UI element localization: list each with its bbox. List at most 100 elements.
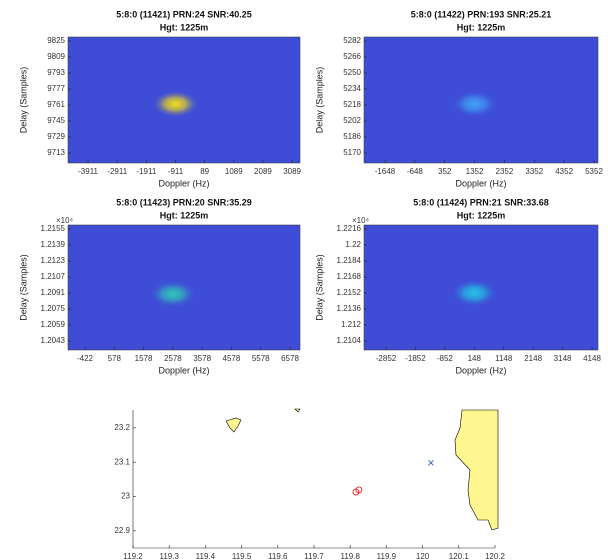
x-tick-label: 4352 <box>555 167 573 176</box>
point <box>428 460 434 466</box>
chart-subtitle: Hgt: 1225m <box>160 22 209 32</box>
y-tick-label: 9729 <box>47 132 65 141</box>
x-tick-label: -2852 <box>376 354 397 363</box>
y-tick-label: 1.2123 <box>41 256 66 265</box>
x-tick-label: 119.7 <box>304 552 324 560</box>
chart-title: 5:8:0 (11423) PRN:20 SNR:35.29 <box>116 197 252 207</box>
x-tick-label: 119.6 <box>268 552 288 560</box>
x-tick-label: 1352 <box>466 167 484 176</box>
x-tick-label: -852 <box>437 354 454 363</box>
y-tick-label: 1.2059 <box>41 320 66 329</box>
x-tick-label: 119.8 <box>340 552 360 560</box>
x-axis-label: Doppler (Hz) <box>455 178 506 188</box>
x-tick-label: 119.3 <box>159 552 179 560</box>
chart-subtitle: Hgt: 1225m <box>457 22 506 32</box>
x-tick-label: 578 <box>108 354 122 363</box>
x-tick-label: -1648 <box>375 167 396 176</box>
y-tick-label: 22.9 <box>114 526 130 535</box>
x-tick-label: 352 <box>438 167 452 176</box>
y-tick-label: 5266 <box>343 52 361 61</box>
x-tick-label: -422 <box>77 354 94 363</box>
chart-title: 5:8:0 (11422) PRN:193 SNR:25.21 <box>411 9 552 19</box>
x-tick-label: 3352 <box>525 167 543 176</box>
y-tick-label: 5218 <box>343 100 361 109</box>
y-tick-label: 1.2091 <box>41 288 66 297</box>
x-tick-label: 120.2 <box>485 552 506 560</box>
point <box>355 486 363 494</box>
x-axis-label: Doppler (Hz) <box>158 365 209 375</box>
x-tick-label: 120 <box>416 552 430 560</box>
y-tick-label: 1.2075 <box>41 304 66 313</box>
x-tick-label: 3089 <box>283 167 301 176</box>
x-tick-label: 4578 <box>223 354 241 363</box>
x-tick-label: 5578 <box>252 354 270 363</box>
y-tick-label: 1.212 <box>341 320 362 329</box>
x-tick-label: 119.5 <box>232 552 252 560</box>
y-tick-label: 5170 <box>343 148 361 157</box>
x-tick-label: -1911 <box>136 167 156 176</box>
x-tick-label: -648 <box>407 167 424 176</box>
y-tick-label: 9761 <box>47 100 65 109</box>
x-tick-label: -2911 <box>107 167 127 176</box>
x-tick-label: 2089 <box>254 167 272 176</box>
chart-subtitle: Hgt: 1225m <box>160 210 209 220</box>
axes-box <box>363 36 599 164</box>
x-tick-label: 2352 <box>496 167 514 176</box>
y-tick-label: 1.2155 <box>41 224 66 233</box>
y-exponent: ×10⁴ <box>352 216 370 225</box>
correlation-peak <box>450 90 499 118</box>
x-tick-label: 1578 <box>135 354 153 363</box>
correlation-peak <box>151 90 200 118</box>
y-tick-label: 5250 <box>343 68 361 77</box>
x-tick-label: 2578 <box>164 354 182 363</box>
y-exponent: ×10⁴ <box>56 216 74 225</box>
y-tick-label: 1.2136 <box>337 304 362 313</box>
x-tick-label: -911 <box>168 167 184 176</box>
y-tick-label: 1.2152 <box>337 288 362 297</box>
y-tick-label: 5202 <box>343 116 361 125</box>
x-tick-label: 3578 <box>193 354 211 363</box>
y-tick-label: 9713 <box>47 148 65 157</box>
y-tick-label: 1.2184 <box>337 256 362 265</box>
x-tick-label: 119.2 <box>123 552 143 560</box>
x-axis-label: Doppler (Hz) <box>455 365 506 375</box>
x-tick-label: 5352 <box>585 167 603 176</box>
y-tick-label: 1.2104 <box>337 336 362 345</box>
y-tick-label: 1.2139 <box>41 240 66 249</box>
correlation-peak <box>450 279 499 307</box>
x-tick-label: 148 <box>468 354 482 363</box>
axes-box <box>363 224 599 351</box>
y-axis-label: Delay (Samples) <box>314 254 324 321</box>
y-axis-label: Delay (Samples) <box>18 67 28 134</box>
x-tick-label: 2148 <box>524 354 542 363</box>
x-tick-label: 1148 <box>495 354 513 363</box>
axes-box <box>67 36 301 164</box>
x-axis-label: Doppler (Hz) <box>158 178 209 188</box>
y-axis-label: Delay (Samples) <box>314 67 324 134</box>
y-axis-label: Delay (Samples) <box>18 254 28 321</box>
x-tick-label: 120.1 <box>449 552 470 560</box>
y-tick-label: 9777 <box>47 84 65 93</box>
x-tick-label: 4148 <box>583 354 601 363</box>
y-tick-label: 1.2216 <box>337 224 362 233</box>
chart-title: 5:8:0 (11424) PRN:21 SNR:33.68 <box>413 197 549 207</box>
x-tick-label: -1852 <box>405 354 426 363</box>
chart-subtitle: Hgt: 1225m <box>457 210 506 220</box>
correlation-peak <box>148 280 197 308</box>
y-tick-label: 5234 <box>343 84 361 93</box>
y-tick-label: 23 <box>121 492 130 501</box>
x-tick-label: 6578 <box>281 354 299 363</box>
x-tick-label: 3148 <box>554 354 572 363</box>
x-tick-label: -3911 <box>78 167 98 176</box>
y-tick-label: 9793 <box>47 68 65 77</box>
y-tick-label: 9825 <box>47 36 65 45</box>
axes-box <box>67 224 301 351</box>
y-tick-label: 23.1 <box>114 457 130 466</box>
y-tick-label: 1.2107 <box>41 272 66 281</box>
y-tick-label: 23.2 <box>114 423 130 432</box>
y-tick-label: 5186 <box>343 132 361 141</box>
y-tick-label: 5282 <box>343 36 361 45</box>
y-tick-label: 1.2168 <box>337 272 362 281</box>
x-tick-label: 119.9 <box>377 552 397 560</box>
